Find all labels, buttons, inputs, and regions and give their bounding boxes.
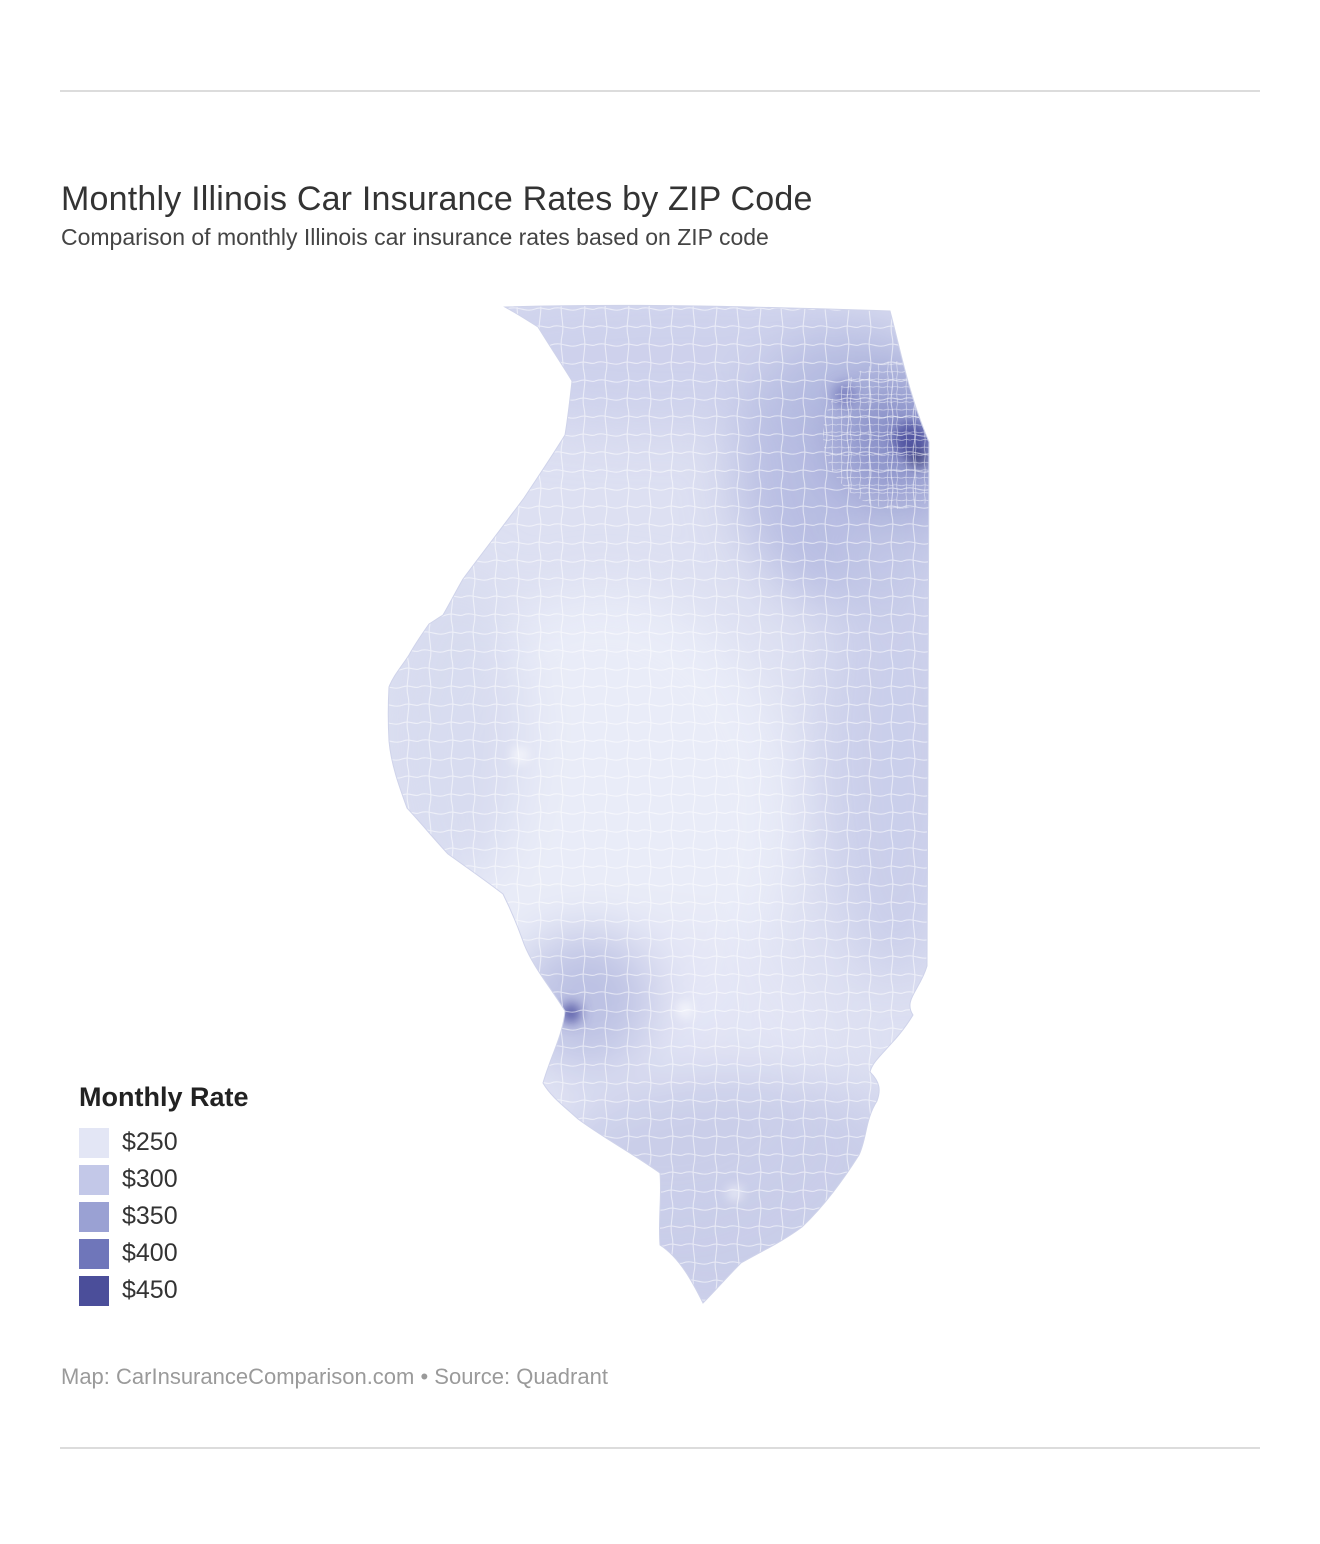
legend-item: $250 bbox=[79, 1127, 339, 1158]
legend-item: $450 bbox=[79, 1275, 339, 1306]
legend-swatch-450 bbox=[79, 1275, 109, 1306]
legend-label-250: $250 bbox=[122, 1128, 178, 1156]
legend-swatch-300 bbox=[79, 1164, 109, 1195]
legend-item: $300 bbox=[79, 1164, 339, 1195]
map-legend: Monthly Rate $250 $300 $350 $400 $450 bbox=[79, 1082, 339, 1312]
legend-label-450: $450 bbox=[122, 1276, 178, 1304]
state-outline bbox=[387, 304, 930, 1304]
legend-title: Monthly Rate bbox=[79, 1082, 249, 1112]
legend-swatch-350 bbox=[79, 1201, 109, 1232]
legend-label-350: $350 bbox=[122, 1202, 178, 1230]
illinois-choropleth-map[interactable] bbox=[375, 300, 935, 1310]
legend-item: $400 bbox=[79, 1238, 339, 1269]
legend-swatch-250 bbox=[79, 1127, 109, 1158]
attribution: Map: CarInsuranceComparison.com • Source… bbox=[61, 1364, 608, 1389]
legend-swatch-400 bbox=[79, 1238, 109, 1269]
top-divider bbox=[60, 90, 1260, 92]
page-subtitle: Comparison of monthly Illinois car insur… bbox=[61, 224, 769, 250]
legend-label-400: $400 bbox=[122, 1239, 178, 1267]
zip-region-fills[interactable] bbox=[375, 300, 935, 1310]
page-title: Monthly Illinois Car Insurance Rates by … bbox=[61, 179, 813, 218]
legend-label-300: $300 bbox=[122, 1165, 178, 1193]
bottom-divider bbox=[60, 1447, 1260, 1449]
legend-item: $350 bbox=[79, 1201, 339, 1232]
illinois-map-svg[interactable] bbox=[375, 300, 935, 1310]
